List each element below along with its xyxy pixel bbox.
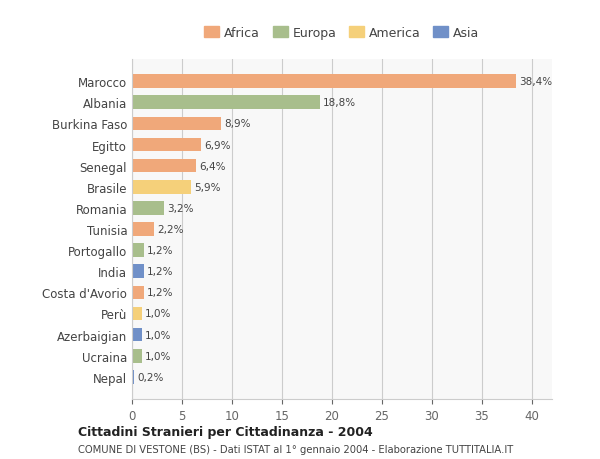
Bar: [132, 96, 320, 110]
Text: COMUNE DI VESTONE (BS) - Dati ISTAT al 1° gennaio 2004 - Elaborazione TUTTITALIA: COMUNE DI VESTONE (BS) - Dati ISTAT al 1…: [78, 444, 513, 454]
Bar: [132, 138, 201, 152]
Text: 38,4%: 38,4%: [519, 77, 552, 87]
Text: Cittadini Stranieri per Cittadinanza - 2004: Cittadini Stranieri per Cittadinanza - 2…: [78, 425, 373, 438]
Text: 0,2%: 0,2%: [137, 372, 163, 382]
Legend: Africa, Europa, America, Asia: Africa, Europa, America, Asia: [199, 22, 485, 45]
Text: 1,2%: 1,2%: [147, 288, 173, 298]
Text: 3,2%: 3,2%: [167, 203, 193, 213]
Bar: [132, 286, 144, 300]
Text: 2,2%: 2,2%: [157, 224, 184, 235]
Bar: [132, 117, 221, 131]
Bar: [132, 307, 142, 321]
Text: 6,4%: 6,4%: [199, 161, 226, 171]
Bar: [132, 159, 196, 173]
Text: 1,0%: 1,0%: [145, 351, 172, 361]
Bar: [132, 370, 134, 384]
Text: 1,0%: 1,0%: [145, 309, 172, 319]
Bar: [132, 180, 191, 194]
Bar: [132, 328, 142, 342]
Bar: [132, 349, 142, 363]
Text: 1,2%: 1,2%: [147, 267, 173, 277]
Text: 5,9%: 5,9%: [194, 182, 221, 192]
Text: 1,0%: 1,0%: [145, 330, 172, 340]
Bar: [132, 265, 144, 279]
Text: 8,9%: 8,9%: [224, 119, 251, 129]
Text: 1,2%: 1,2%: [147, 246, 173, 256]
Text: 6,9%: 6,9%: [204, 140, 230, 150]
Bar: [132, 223, 154, 236]
Bar: [132, 75, 516, 89]
Bar: [132, 244, 144, 257]
Text: 18,8%: 18,8%: [323, 98, 356, 108]
Bar: [132, 202, 164, 215]
